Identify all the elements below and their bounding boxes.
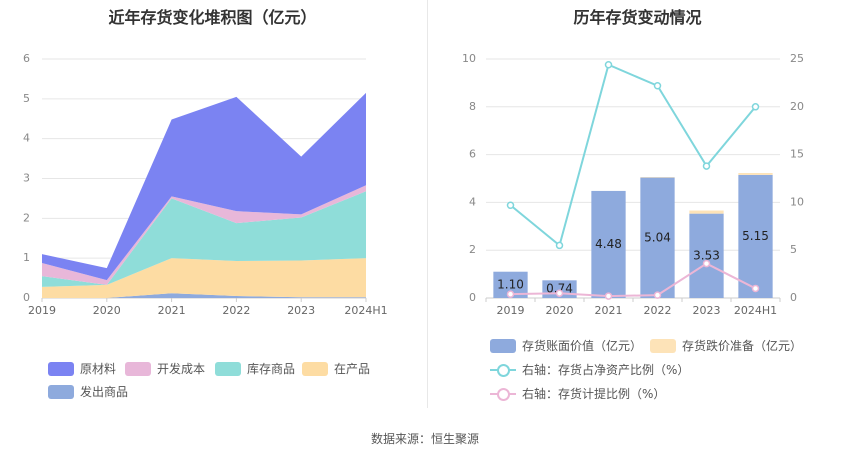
right-y2-tick: 10	[790, 195, 804, 208]
left-legend-item[interactable]: 在产品	[302, 360, 370, 377]
line-point-右轴：存货计提比例（%）	[555, 289, 564, 297]
bar-value-label: 5.15	[742, 229, 769, 243]
left-x-tick-label: 2020	[93, 304, 121, 317]
left-x-tick-label: 2023	[287, 304, 315, 317]
legend-swatch	[490, 338, 516, 353]
line-右轴：存货计提比例（%）	[510, 262, 756, 298]
area-series-在产品	[42, 258, 366, 298]
data-source-note: 数据来源：恒生聚源	[370, 432, 479, 446]
legend-swatch	[490, 363, 516, 377]
area-series-库存商品	[42, 191, 366, 287]
left-x-tick-label: 2024H1	[344, 304, 387, 317]
bar-存货账面价值（亿元）	[640, 177, 675, 298]
legend-label: 在产品	[334, 362, 371, 376]
area-series-原材料	[42, 92, 366, 281]
right-y2-tick: 15	[790, 148, 804, 161]
left-chart-title: 近年存货变化堆积图（亿元）	[108, 8, 317, 27]
bar-value-label: 1.10	[497, 277, 524, 291]
right-legend-item[interactable]: 右轴：存货计提比例（%）	[490, 385, 665, 402]
legend-swatch	[490, 387, 516, 401]
line-point-右轴：存货占净资产比例（%）	[702, 162, 711, 170]
bar-存货跌价准备（亿元）	[689, 210, 724, 214]
bar-value-label: 3.53	[693, 248, 720, 262]
bar-存货跌价准备（亿元）	[738, 173, 773, 175]
bar-存货跌价准备（亿元）	[640, 177, 675, 178]
right-y2-tick: 0	[790, 291, 797, 304]
right-y-tick: 4	[469, 195, 476, 208]
right-legend-item[interactable]: 存货跌价准备（亿元）	[650, 337, 802, 354]
left-y-tick: 4	[23, 132, 30, 145]
left-y-tick: 2	[23, 211, 30, 224]
bar-value-label: 0.74	[546, 282, 573, 296]
line-point-右轴：存货计提比例（%）	[751, 284, 760, 293]
bar-存货账面价值（亿元）	[738, 174, 773, 298]
line-point-右轴：存货占净资产比例（%）	[555, 241, 564, 250]
legend-label: 右轴：存货计提比例（%）	[522, 387, 666, 401]
line-point-右轴：存货占净资产比例（%）	[506, 201, 515, 210]
left-y-tick: 1	[23, 251, 30, 264]
left-x-tick-label: 2022	[222, 304, 250, 317]
area-series-发出商品	[42, 293, 366, 298]
legend-label: 发出商品	[80, 385, 129, 399]
left-legend-item[interactable]: 库存商品	[215, 360, 295, 377]
bar-存货账面价值（亿元）	[591, 190, 626, 298]
legend-label: 存货账面价值（亿元）	[522, 339, 643, 353]
line-point-右轴：存货占净资产比例（%）	[604, 60, 613, 69]
legend-swatch	[48, 384, 74, 399]
legend-marker	[497, 387, 510, 401]
right-x-tick-label: 2019	[497, 304, 525, 317]
bar-存货账面价值（亿元）	[689, 213, 724, 298]
left-y-tick: 3	[23, 172, 30, 185]
right-legend-item[interactable]: 右轴：存货占净资产比例（%）	[490, 361, 689, 378]
legend-swatch	[302, 361, 328, 376]
right-chart-title: 历年存货变动情况	[573, 8, 702, 27]
right-y-tick: 2	[469, 243, 476, 256]
legend-label: 库存商品	[247, 362, 296, 376]
left-x-tick-label: 2019	[28, 304, 56, 317]
right-y-tick: 8	[469, 100, 476, 113]
legend-swatch	[215, 361, 241, 376]
right-x-tick-label: 2021	[595, 304, 623, 317]
legend-marker	[497, 363, 510, 377]
right-y2-tick: 25	[790, 52, 804, 65]
line-point-右轴：存货占净资产比例（%）	[751, 103, 760, 111]
area-series-开发成本	[42, 185, 366, 285]
right-y2-tick: 5	[790, 243, 797, 256]
bar-value-label: 4.48	[595, 237, 622, 251]
legend-label: 右轴：存货占净资产比例（%）	[522, 363, 690, 377]
legend-swatch	[650, 338, 676, 353]
line-point-右轴：存货计提比例（%）	[604, 292, 613, 300]
charts-canvas: 0 1 2 3 4 5 6 2019 2020 2021 2022 2023 2024H1 0 2 4 6 8 10…	[23, 52, 804, 317]
legend-label: 存货跌价准备（亿元）	[682, 339, 803, 353]
right-x-tick-label: 2023	[693, 304, 721, 317]
panel-divider	[427, 0, 428, 408]
legend-swatch	[48, 361, 74, 376]
right-x-tick-label: 2024H1	[734, 304, 777, 317]
right-x-tick-label: 2020	[546, 304, 574, 317]
right-x-tick-label: 2022	[644, 304, 672, 317]
right-legend-item[interactable]: 存货账面价值（亿元）	[490, 337, 642, 354]
left-y-tick: 6	[23, 52, 30, 65]
left-legend-item[interactable]: 发出商品	[48, 383, 128, 400]
line-point-右轴：存货占净资产比例（%）	[653, 82, 662, 90]
legend-swatch	[125, 361, 151, 376]
bar-value-label: 5.04	[644, 230, 671, 244]
legend-label: 原材料	[80, 362, 117, 376]
left-legend-item[interactable]: 原材料	[48, 360, 116, 377]
line-point-右轴：存货计提比例（%）	[653, 291, 662, 299]
line-point-右轴：存货计提比例（%）	[702, 259, 711, 268]
right-y2-tick: 20	[790, 100, 804, 113]
right-y-tick: 0	[469, 291, 476, 304]
right-y-tick: 6	[469, 148, 476, 161]
left-x-tick-label: 2021	[158, 304, 186, 317]
left-y-tick: 0	[23, 291, 30, 304]
line-右轴：存货占净资产比例（%）	[509, 63, 757, 248]
left-legend-item[interactable]: 开发成本	[125, 360, 205, 377]
right-y-tick: 10	[462, 52, 476, 65]
left-y-tick: 5	[23, 92, 30, 105]
line-point-右轴：存货计提比例（%）	[506, 290, 515, 298]
legend-label: 开发成本	[157, 362, 206, 376]
